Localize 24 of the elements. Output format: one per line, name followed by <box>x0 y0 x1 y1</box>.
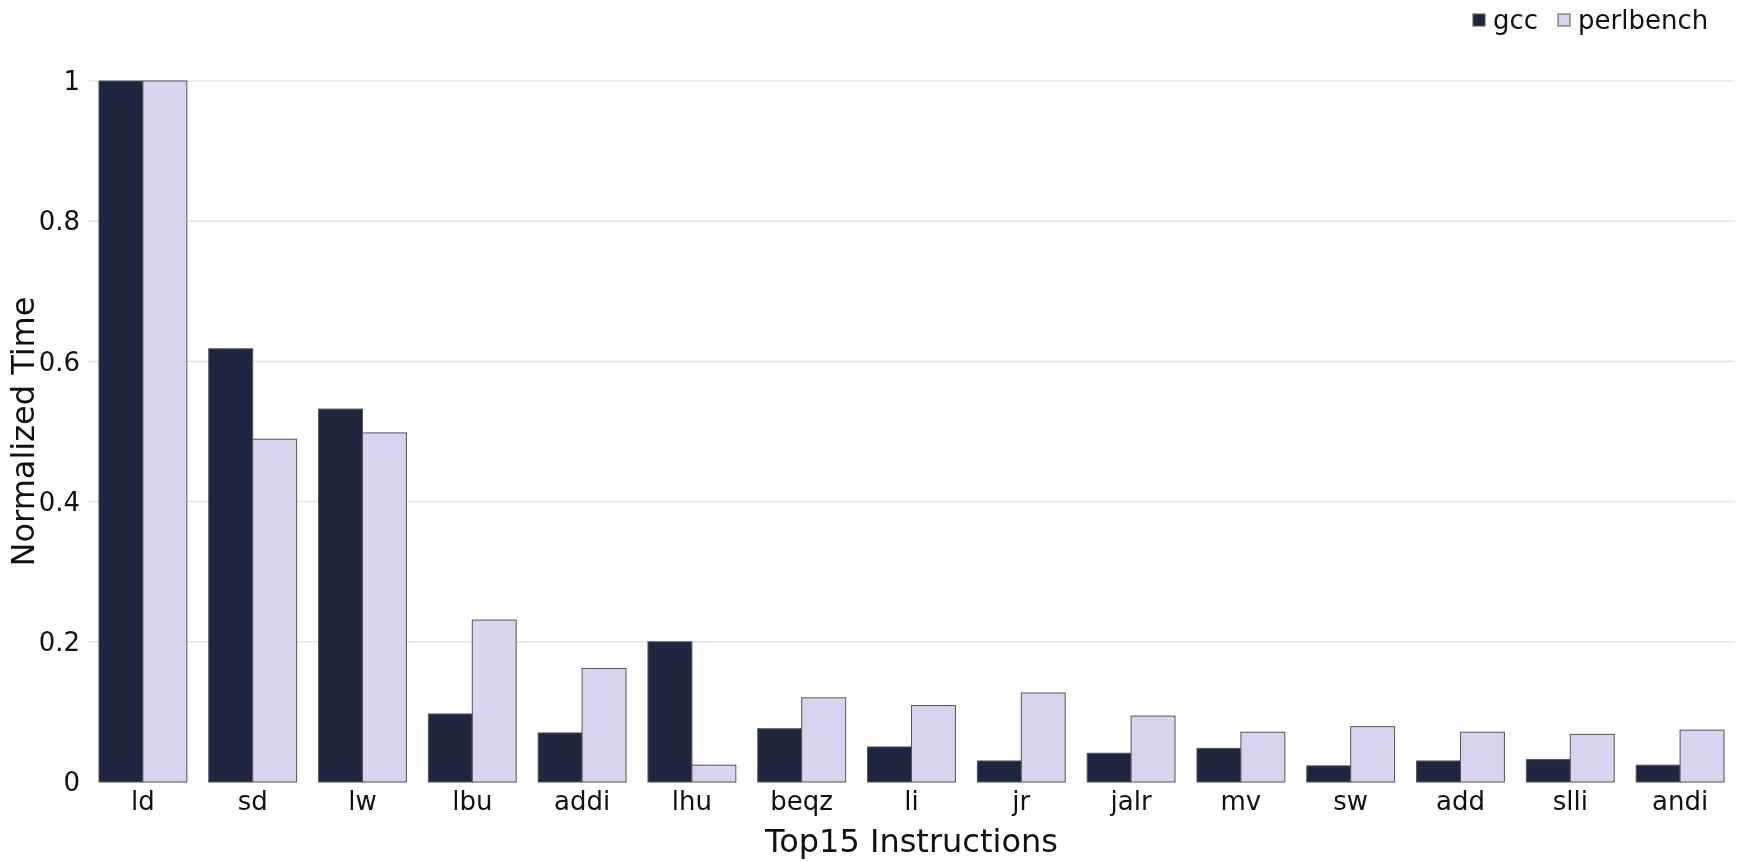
x-tick-label: li <box>904 786 919 816</box>
y-tick-label: 0.8 <box>38 206 80 237</box>
x-tick-label: andi <box>1652 786 1709 816</box>
x-tick-label: ld <box>131 786 155 816</box>
y-tick-label: 0.4 <box>38 486 80 517</box>
legend-label: gcc <box>1493 5 1539 36</box>
y-tick-label: 0.2 <box>38 626 80 657</box>
x-tick-label: add <box>1436 786 1485 816</box>
x-tick-label: addi <box>554 786 611 816</box>
legend-label: perlbench <box>1578 5 1709 36</box>
y-tick-label: 0.6 <box>38 346 80 377</box>
x-tick-label: jr <box>1011 786 1031 816</box>
x-tick-label: lw <box>348 786 377 816</box>
x-tick-label: slli <box>1552 786 1588 816</box>
x-tick-label: lbu <box>452 786 493 816</box>
x-tick-label: beqz <box>770 786 834 816</box>
x-tick-label: lhu <box>671 786 712 816</box>
x-tick-label: jalr <box>1109 786 1152 816</box>
y-tick-label: 1 <box>63 66 80 97</box>
x-tick-label: mv <box>1220 786 1262 816</box>
y-tick-label: 0 <box>63 767 80 798</box>
x-axis-title: Top15 Instructions <box>764 822 1058 860</box>
x-tick-label: sd <box>237 786 268 816</box>
x-tick-label: sw <box>1333 786 1369 816</box>
